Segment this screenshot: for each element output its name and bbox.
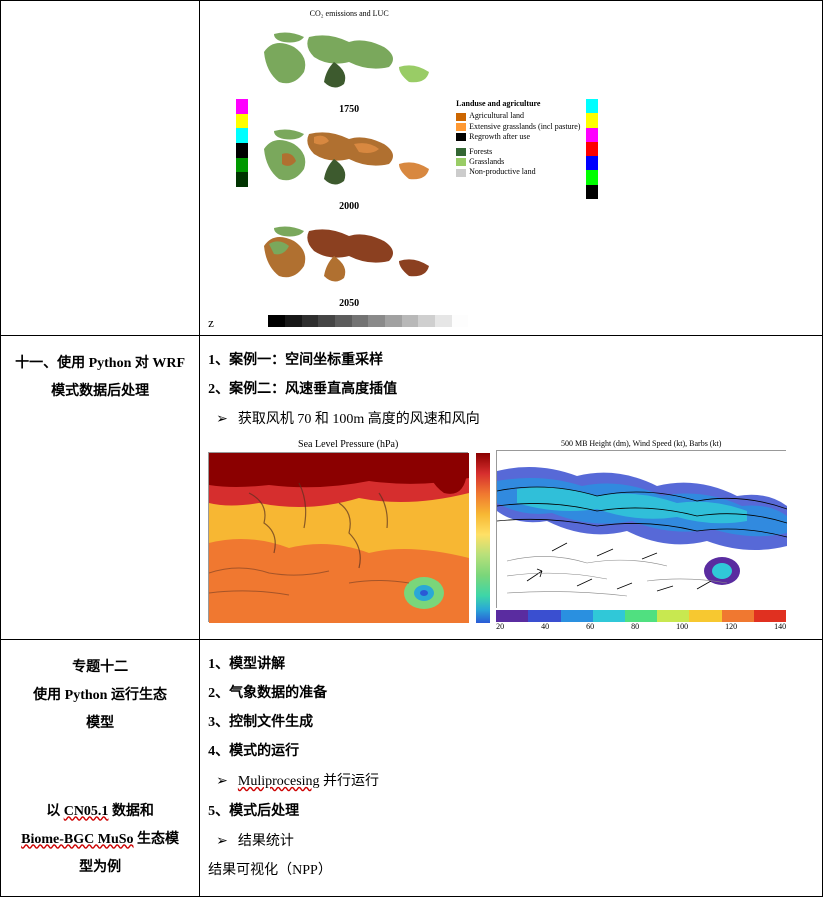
table-row: 十一、使用 Python 对 WRF 模式数据后处理 1、案例一：空间坐标重采样… <box>1 336 823 640</box>
map-small-title: CO₂ emissions and LUC <box>310 9 389 18</box>
row1-right: CO₂ emissions and LUC 1750 2000 2050 <box>200 1 823 336</box>
wind-map <box>496 450 786 608</box>
legend-label: Regrowth after use <box>469 132 530 142</box>
slp-map <box>208 452 468 622</box>
row3-subtitle-l1: 以 CN05.1 数据和 <box>9 798 191 826</box>
row2-bullet: 获取风机 70 和 100m 高度的风速和风向 <box>216 406 814 432</box>
row3-subtitle-l3: 型为例 <box>9 854 191 882</box>
wind-colorbar <box>496 610 786 622</box>
row2-left: 十一、使用 Python 对 WRF 模式数据后处理 <box>1 336 200 640</box>
colorbar-right <box>586 99 598 199</box>
landuse-legend: Landuse and agriculture Agricultural lan… <box>456 99 580 178</box>
worldmap-2000 <box>254 119 444 195</box>
row3-final: 结果可视化（NPP） <box>208 858 814 883</box>
row2-h2: 2、案例二：风速垂直高度插值 <box>208 377 814 402</box>
wrf-figures: Sea Level Pressure (hPa) <box>208 439 814 631</box>
legend-label: Forests <box>469 147 492 157</box>
wind-ticks: 20406080100120140 <box>496 622 786 631</box>
row2-h1: 1、案例一：空间坐标重采样 <box>208 348 814 373</box>
legend-label: Extensive grasslands (incl pasture) <box>469 122 580 132</box>
row3-left: 专题十二 使用 Python 运行生态 模型 以 CN05.1 数据和 Biom… <box>1 639 200 896</box>
slp-title: Sea Level Pressure (hPa) <box>208 439 488 450</box>
colorbar-left <box>236 99 248 187</box>
row1-left <box>1 1 200 336</box>
row3-right: 1、模型讲解 2、气象数据的准备 3、控制文件生成 4、模式的运行 Mulipr… <box>200 639 823 896</box>
legend-title: Landuse and agriculture <box>456 99 580 109</box>
legend-label: Non-productive land <box>469 167 535 177</box>
row3-h1: 1、模型讲解 <box>208 652 814 677</box>
worldmap-2050 <box>254 216 444 292</box>
course-table: CO₂ emissions and LUC 1750 2000 2050 <box>0 0 823 897</box>
table-row: 专题十二 使用 Python 运行生态 模型 以 CN05.1 数据和 Biom… <box>1 639 823 896</box>
grayscale-bar <box>268 315 468 327</box>
row3-subtitle-l2: Biome-BGC MuSo 生态模 <box>9 826 191 854</box>
wind-figure: 500 MB Height (dm), Wind Speed (kt), Bar… <box>496 439 786 631</box>
row3-h4: 4、模式的运行 <box>208 739 814 764</box>
legend-label: Grasslands <box>469 157 504 167</box>
row3-b2: 结果统计 <box>216 828 814 854</box>
row3-h2: 2、气象数据的准备 <box>208 681 814 706</box>
row2-title-line2: 模式数据后处理 <box>9 378 191 406</box>
row3-title-l3: 模型 <box>9 710 191 738</box>
slp-colorbar <box>476 453 490 623</box>
year-label: 1750 <box>339 104 359 115</box>
row3-title-l1: 专题十二 <box>9 654 191 682</box>
row3-title-l2: 使用 Python 运行生态 <box>9 682 191 710</box>
worldmap-1750 <box>254 22 444 98</box>
year-label: 2050 <box>339 298 359 309</box>
row3-h5: 5、模式后处理 <box>208 799 814 824</box>
slp-figure: Sea Level Pressure (hPa) <box>208 439 488 631</box>
legend-label: Agricultural land <box>469 111 524 121</box>
row3-b1: Muliprocesing 并行运行 <box>216 768 814 794</box>
row3-h3: 3、控制文件生成 <box>208 710 814 735</box>
worldmap-stack: CO₂ emissions and LUC 1750 2000 2050 <box>254 9 444 309</box>
row2-title-line1: 十一、使用 Python 对 WRF <box>9 350 191 378</box>
row2-right: 1、案例一：空间坐标重采样 2、案例二：风速垂直高度插值 获取风机 70 和 1… <box>200 336 823 640</box>
wind-title: 500 MB Height (dm), Wind Speed (kt), Bar… <box>496 439 786 448</box>
year-label: 2000 <box>339 201 359 212</box>
table-row: CO₂ emissions and LUC 1750 2000 2050 <box>1 1 823 336</box>
z-label: z <box>208 315 214 331</box>
landuse-figure: CO₂ emissions and LUC 1750 2000 2050 <box>236 9 814 309</box>
